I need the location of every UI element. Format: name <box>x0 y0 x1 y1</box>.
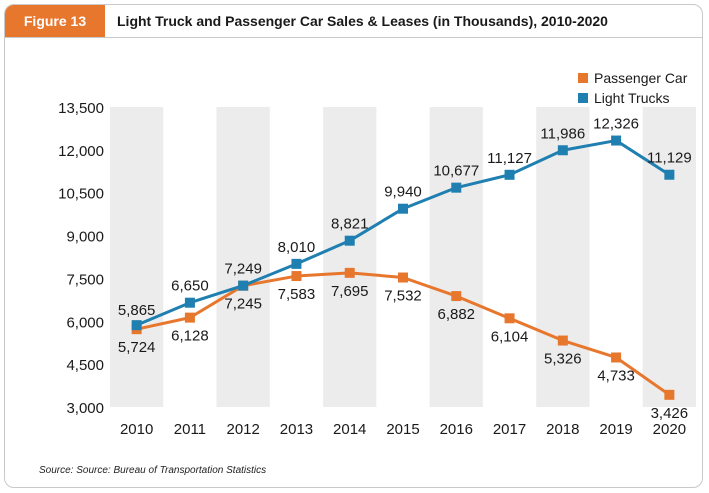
data-point <box>451 182 462 193</box>
data-label: 6,128 <box>171 328 209 345</box>
data-point <box>398 272 408 283</box>
y-tick-label: 10,500 <box>58 186 104 203</box>
legend-label: Light Trucks <box>594 90 669 106</box>
data-point <box>184 297 195 308</box>
data-point <box>451 291 462 302</box>
background-band <box>429 107 483 407</box>
data-label: 11,127 <box>487 150 532 167</box>
figure-badge: Figure 13 <box>5 5 105 37</box>
x-tick-label: 2013 <box>280 421 313 438</box>
y-tick-label: 4,500 <box>66 357 104 374</box>
y-tick-label: 6,000 <box>66 314 104 331</box>
data-point <box>664 389 675 400</box>
data-label: 5,326 <box>544 351 582 368</box>
data-label: 5,724 <box>118 339 156 356</box>
y-tick-label: 7,500 <box>66 271 104 288</box>
x-tick-label: 2015 <box>386 421 419 438</box>
legend-swatch <box>578 93 588 103</box>
data-label: 6,650 <box>171 278 209 295</box>
data-label: 12,326 <box>593 116 639 133</box>
data-point <box>131 320 142 331</box>
y-tick-label: 13,500 <box>58 100 104 117</box>
data-label: 7,583 <box>278 286 316 303</box>
y-tick-label: 3,000 <box>66 400 104 417</box>
figure-title: Light Truck and Passenger Car Sales & Le… <box>117 13 608 29</box>
data-point <box>664 169 675 180</box>
x-tick-label: 2016 <box>440 421 473 438</box>
data-label: 7,249 <box>224 261 262 278</box>
y-tick-label: 12,000 <box>58 143 104 160</box>
x-tick-label: 2010 <box>120 421 153 438</box>
data-point <box>611 135 622 146</box>
data-point <box>504 313 515 324</box>
background-band <box>110 107 164 407</box>
legend-label: Passenger Car <box>594 70 688 86</box>
data-point <box>184 312 195 323</box>
data-point <box>557 335 568 346</box>
x-tick-label: 2014 <box>333 421 366 438</box>
source-note: Source: Source: Bureau of Transportation… <box>39 465 267 476</box>
x-tick-label: 2017 <box>493 421 526 438</box>
x-tick-label: 2011 <box>174 421 206 438</box>
data-label: 8,010 <box>278 239 316 256</box>
background-band <box>323 107 377 407</box>
background-band <box>216 107 270 407</box>
data-label: 6,104 <box>491 328 529 345</box>
x-tick-label: 2012 <box>226 421 259 438</box>
data-point <box>504 169 515 180</box>
data-label: 5,865 <box>118 302 156 319</box>
y-tick-label: 9,000 <box>66 229 104 246</box>
data-label: 9,940 <box>384 184 422 201</box>
data-point <box>557 145 568 156</box>
background-band <box>642 107 696 407</box>
data-point <box>291 271 302 282</box>
data-label: 7,695 <box>331 283 369 300</box>
x-tick-label: 2020 <box>653 421 686 438</box>
figure-header: Figure 13 Light Truck and Passenger Car … <box>5 5 702 38</box>
data-point <box>344 235 355 246</box>
data-label: 7,245 <box>224 296 262 313</box>
data-label: 6,882 <box>437 306 475 323</box>
data-label: 8,821 <box>331 216 369 233</box>
data-point <box>611 352 622 363</box>
data-label: 10,677 <box>433 163 479 180</box>
data-point <box>398 203 408 214</box>
data-label: 7,532 <box>384 288 422 305</box>
data-label: 4,733 <box>597 367 635 384</box>
legend-swatch <box>578 73 588 83</box>
x-tick-label: 2018 <box>546 421 579 438</box>
data-point <box>238 280 249 291</box>
data-point <box>291 258 302 269</box>
data-label: 3,426 <box>651 405 689 422</box>
data-label: 11,986 <box>540 125 585 142</box>
x-tick-label: 2019 <box>599 421 632 438</box>
data-point <box>344 267 355 278</box>
data-label: 11,129 <box>647 150 692 167</box>
